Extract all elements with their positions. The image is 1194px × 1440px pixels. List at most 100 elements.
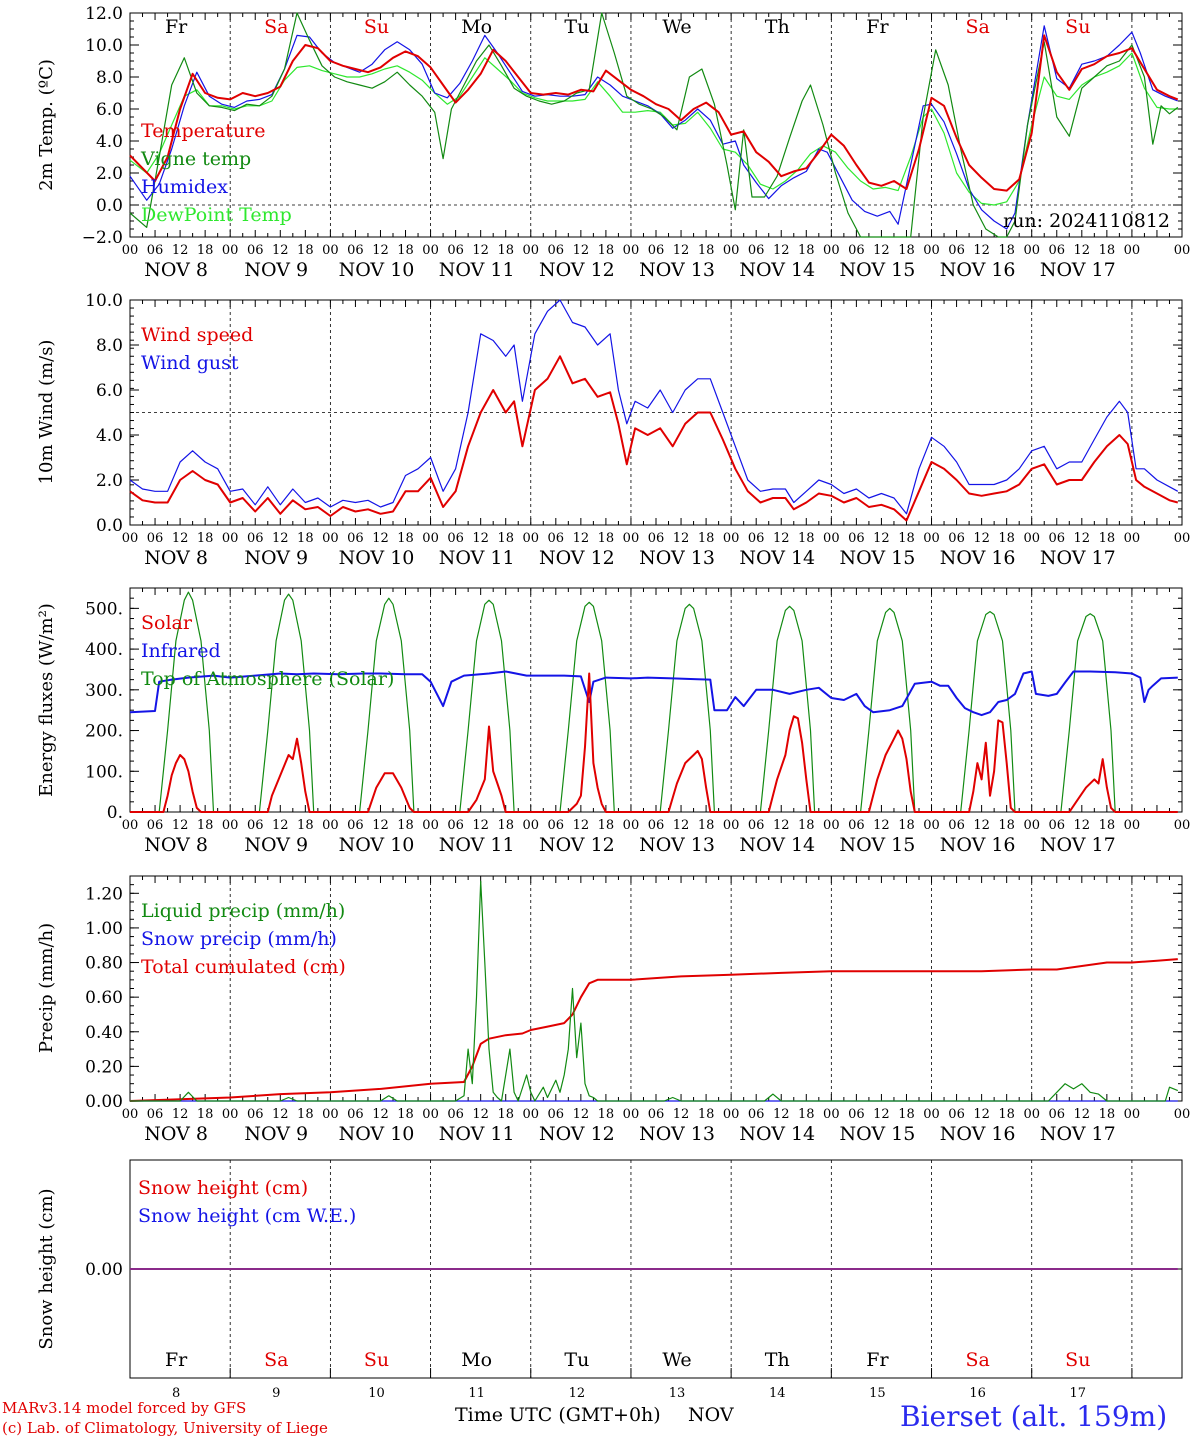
x-hour-label: 00 [1124,243,1141,258]
x-hour-label: 12 [372,1107,389,1122]
x-hour-label: 12 [573,243,590,258]
x-hour-label: 12 [172,818,189,833]
x-hour-label: 00 [222,818,239,833]
x-date-label: NOV 10 [339,1123,415,1145]
weekday-label: Fr [165,1349,188,1371]
x-hour-label: 18 [497,1107,514,1122]
energy-y-axis-label: Energy fluxes (W/m²) [36,603,57,797]
x-hour-label: 06 [948,243,965,258]
x-axis-title: Time UTC (GMT+0h) [455,1404,661,1426]
x-hour-label: 00 [623,1107,640,1122]
x-hour-label: 00 [522,818,539,833]
x-hour-label: 06 [247,818,264,833]
weekday-label: Mo [461,16,492,38]
x-hour-label: 12 [673,531,690,546]
x-hour-label: 18 [197,243,214,258]
x-hour-label: 00 [222,1107,239,1122]
x-hour-label: 06 [848,818,865,833]
x-hour-label: 06 [247,531,264,546]
x-hour-label: 06 [147,531,164,546]
series-line-wind-speed [129,355,1179,522]
x-hour-label: 06 [548,531,565,546]
day-number-label: 15 [869,1386,886,1401]
x-hour-label: 12 [973,1107,990,1122]
legend-total-cumulated-cm-: Total cumulated (cm) [141,956,346,978]
x-hour-label: 18 [297,531,314,546]
x-hour-label: 00 [1174,1107,1191,1122]
y-tick-label: 0.0 [96,516,123,536]
x-hour-label: 00 [723,531,740,546]
weekday-label: We [662,1349,691,1371]
x-hour-label: 12 [973,531,990,546]
x-hour-label: 12 [573,531,590,546]
x-hour-label: 12 [873,1107,890,1122]
y-tick-label: 0.20 [85,1057,123,1077]
x-hour-label: 12 [472,1107,489,1122]
x-hour-label: 00 [1174,531,1191,546]
x-hour-label: 18 [698,818,715,833]
x-hour-label: 00 [623,531,640,546]
x-hour-label: 00 [522,243,539,258]
x-date-label: NOV 9 [244,1123,308,1145]
day-number-label: 11 [468,1386,485,1401]
x-hour-label: 18 [898,1107,915,1122]
x-hour-label: 06 [748,243,765,258]
x-hour-label: 12 [573,818,590,833]
x-hour-label: 00 [723,243,740,258]
x-hour-label: 18 [598,1107,615,1122]
x-hour-label: 00 [522,531,539,546]
x-hour-label: 06 [948,1107,965,1122]
x-hour-label: 00 [623,243,640,258]
x-date-label: NOV 15 [840,259,916,281]
x-hour-label: 06 [848,531,865,546]
x-hour-label: 12 [172,531,189,546]
x-date-label: NOV 14 [739,1123,815,1145]
weekday-label: Tu [564,1349,589,1371]
x-axis-month: NOV [688,1404,734,1426]
lab-credit: (c) Lab. of Climatology, University of L… [2,1419,328,1437]
x-hour-label: 18 [397,531,414,546]
x-hour-label: 18 [998,1107,1015,1122]
y-tick-label: 8.0 [96,336,123,356]
x-hour-label: 18 [598,818,615,833]
weekday-label: Su [1065,16,1090,38]
x-date-label: NOV 16 [940,259,1016,281]
x-hour-label: 06 [848,243,865,258]
y-tick-label: 200. [85,722,123,742]
series-line-temperature [129,34,1179,192]
x-hour-label: 12 [372,818,389,833]
x-hour-label: 00 [723,818,740,833]
series-line-dewpoint-temp [129,52,1178,206]
legend-wind-gust: Wind gust [141,352,239,374]
snow-y-axis-label: Snow height (cm) [36,1188,57,1349]
x-date-label: NOV 11 [439,547,515,569]
y-tick-label: 4.0 [96,132,123,152]
x-hour-label: 12 [873,243,890,258]
legend-temperature: Temperature [141,120,265,142]
station-name: Bierset (alt. 159m) [900,1400,1168,1433]
x-hour-label: 12 [272,243,289,258]
weekday-label: Sa [264,16,288,38]
x-hour-label: 18 [1099,1107,1116,1122]
x-hour-label: 12 [472,531,489,546]
x-hour-label: 12 [873,531,890,546]
x-hour-label: 06 [347,818,364,833]
x-hour-label: 00 [923,1107,940,1122]
y-tick-label: 0.00 [85,1260,123,1280]
y-tick-label: 300. [85,681,123,701]
x-hour-label: 00 [322,1107,339,1122]
x-hour-label: 18 [698,1107,715,1122]
x-hour-label: 18 [898,531,915,546]
x-hour-label: 18 [698,243,715,258]
x-hour-label: 06 [748,531,765,546]
day-number-label: 12 [569,1386,586,1401]
x-hour-label: 00 [1174,243,1191,258]
legend-snow-height-cm-w-e-: Snow height (cm W.E.) [138,1205,356,1227]
x-date-label: NOV 16 [940,547,1016,569]
x-date-label: NOV 12 [539,1123,615,1145]
x-date-label: NOV 13 [639,834,715,856]
x-hour-label: 12 [172,1107,189,1122]
weekday-label: Tu [564,16,589,38]
y-tick-label: 2.0 [96,164,123,184]
x-hour-label: 00 [823,1107,840,1122]
